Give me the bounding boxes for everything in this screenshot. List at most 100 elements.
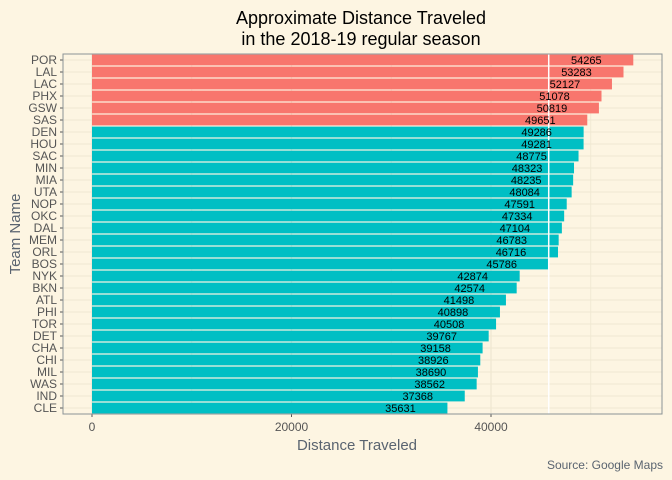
bar-bkn <box>92 282 517 294</box>
x-tick-label: 20000 <box>275 420 309 434</box>
y-tick-label-lal: LAL <box>36 65 58 79</box>
bar-sac <box>92 150 579 162</box>
y-tick-label-bkn: BKN <box>32 281 57 295</box>
data-label-atl: 41498 <box>444 295 475 307</box>
y-tick-label-mem: MEM <box>29 233 57 247</box>
bars <box>92 54 634 414</box>
data-label-was: 38562 <box>414 379 445 391</box>
data-label-gsw: 50819 <box>537 103 568 115</box>
y-tick-label-nop: NOP <box>31 197 57 211</box>
bar-mem <box>92 234 559 246</box>
y-tick-label-ind: IND <box>36 389 57 403</box>
data-label-den: 49286 <box>521 127 552 139</box>
y-tick-label-det: DET <box>33 329 58 343</box>
y-tick-label-was: WAS <box>30 377 57 391</box>
chart-title-line-1: Approximate Distance Traveled <box>236 8 486 28</box>
bar-chi <box>92 354 481 366</box>
bar-hou <box>92 138 584 150</box>
data-label-por: 54265 <box>571 55 602 67</box>
y-tick-label-min: MIN <box>35 161 57 175</box>
data-label-dal: 47104 <box>500 223 531 235</box>
data-label-sas: 49651 <box>525 115 556 127</box>
bar-cha <box>92 342 483 354</box>
data-labels: 5426553283521275107850819496514928649281… <box>385 55 601 415</box>
x-axis-ticks: 0 20000 40000 <box>89 414 508 434</box>
bar-nop <box>92 198 567 210</box>
y-tick-label-por: POR <box>31 53 57 67</box>
y-tick-label-okc: OKC <box>31 209 57 223</box>
y-tick-label-dal: DAL <box>34 221 58 235</box>
data-label-nyk: 42874 <box>457 271 488 283</box>
y-tick-label-gsw: GSW <box>28 101 57 115</box>
y-tick-label-tor: TOR <box>32 317 57 331</box>
data-label-det: 39767 <box>426 331 457 343</box>
data-label-mem: 46783 <box>496 235 527 247</box>
panel-border <box>62 53 663 415</box>
data-label-min: 48323 <box>512 163 543 175</box>
bar-mil <box>92 366 478 378</box>
data-label-mil: 38690 <box>416 367 447 379</box>
data-label-uta: 48084 <box>509 187 540 199</box>
data-label-bkn: 42574 <box>454 283 485 295</box>
y-tick-label-phi: PHI <box>37 305 57 319</box>
y-axis-title: Team Name <box>7 194 24 275</box>
bar-phi <box>92 306 500 318</box>
data-label-phx: 51078 <box>539 91 570 103</box>
bar-cle <box>92 402 448 414</box>
y-tick-label-sac: SAC <box>32 149 57 163</box>
y-tick-label-lac: LAC <box>34 77 58 91</box>
y-tick-label-cha: CHA <box>32 341 57 355</box>
data-label-cle: 35631 <box>385 403 416 415</box>
panel-background <box>63 54 662 414</box>
data-label-bos: 45786 <box>486 259 517 271</box>
data-label-orl: 46716 <box>496 247 527 259</box>
data-label-okc: 47334 <box>502 211 533 223</box>
bar-por <box>92 54 634 66</box>
y-tick-label-phx: PHX <box>32 89 57 103</box>
bar-sas <box>92 114 588 126</box>
chart-caption: Source: Google Maps <box>547 458 663 472</box>
bar-gsw <box>92 102 599 114</box>
y-tick-label-hou: HOU <box>30 137 57 151</box>
y-axis-ticks: PORLALLACPHXGSWSASDENHOUSACMINMIAUTANOPO… <box>28 53 63 415</box>
bar-okc <box>92 210 565 222</box>
data-label-phi: 40898 <box>438 307 469 319</box>
y-tick-label-orl: ORL <box>32 245 57 259</box>
y-tick-label-uta: UTA <box>34 185 57 199</box>
data-label-nop: 47591 <box>504 199 535 211</box>
chart-title-line-2: in the 2018-19 regular season <box>241 29 480 49</box>
data-label-lal: 53283 <box>561 67 592 79</box>
y-tick-label-den: DEN <box>32 125 57 139</box>
bar-orl <box>92 246 558 258</box>
y-tick-label-cle: CLE <box>34 401 57 415</box>
y-tick-label-atl: ATL <box>36 293 57 307</box>
bar-dal <box>92 222 562 234</box>
bar-was <box>92 378 477 390</box>
bar-den <box>92 126 584 138</box>
data-label-cha: 39158 <box>420 343 451 355</box>
x-tick-label: 0 <box>89 420 96 434</box>
data-label-ind: 37368 <box>402 391 433 403</box>
bar-nyk <box>92 270 520 282</box>
bar-atl <box>92 294 506 306</box>
bar-phx <box>92 90 602 102</box>
data-label-mia: 48235 <box>511 175 542 187</box>
bar-ind <box>92 390 465 402</box>
bar-lal <box>92 66 624 78</box>
bar-uta <box>92 186 572 198</box>
x-tick-label: 40000 <box>474 420 508 434</box>
y-tick-label-chi: CHI <box>36 353 57 367</box>
bar-tor <box>92 318 497 330</box>
y-tick-label-bos: BOS <box>32 257 57 271</box>
bar-bos <box>92 258 549 270</box>
bar-det <box>92 330 489 342</box>
bar-mia <box>92 174 574 186</box>
data-label-tor: 40508 <box>434 319 465 331</box>
x-axis-title: Distance Traveled <box>297 437 417 454</box>
y-tick-label-sas: SAS <box>33 113 57 127</box>
data-label-hou: 49281 <box>521 139 552 151</box>
y-tick-label-mia: MIA <box>36 173 57 187</box>
y-tick-label-mil: MIL <box>37 365 57 379</box>
data-label-chi: 38926 <box>418 355 449 367</box>
